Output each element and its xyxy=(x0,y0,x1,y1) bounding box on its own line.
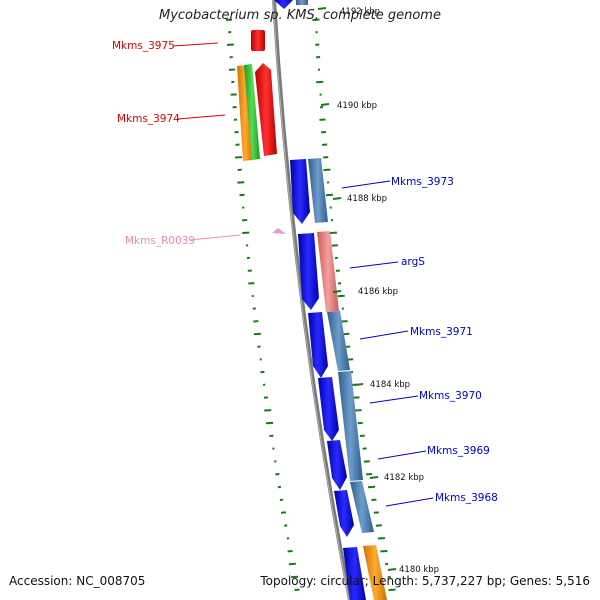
scale-ticks xyxy=(317,7,397,571)
feature-mkms-3968-steel xyxy=(350,481,374,533)
feature-args-rna xyxy=(317,231,339,312)
feature-mkms-3974-green xyxy=(244,64,260,160)
feature-mkms-3968 xyxy=(334,490,354,537)
feature-mkms-3974 xyxy=(255,63,277,156)
scale-label-4190: 4190 kbp xyxy=(337,101,377,111)
feature-bottom-blue xyxy=(343,547,366,600)
feature-mkms-3973 xyxy=(290,159,310,224)
gene-label-mkms-3974: Mkms_3974 xyxy=(117,113,180,125)
gene-label-mkms-3971: Mkms_3971 xyxy=(410,326,473,338)
gene-label-mkms-r0039: Mkms_R0039 xyxy=(125,235,195,247)
feature-mkms-3971 xyxy=(308,312,328,378)
scale-label-4188: 4188 kbp xyxy=(347,194,387,204)
feature-args xyxy=(298,233,319,310)
gene-label-mkms-3973: Mkms_3973 xyxy=(391,176,454,188)
feature-top-blue xyxy=(274,0,293,9)
gene-label-mkms-3975: Mkms_3975 xyxy=(112,40,175,52)
leader-lines xyxy=(172,42,434,507)
map-title: Mycobacterium sp. KMS, complete genome xyxy=(159,8,441,23)
feature-mkms-3969 xyxy=(327,440,347,490)
scale-label-4180: 4180 kbp xyxy=(399,565,439,575)
scale-label-4192: 4192 kbp xyxy=(340,7,380,17)
feature-mkms-3974-orange xyxy=(237,65,253,161)
feature-mkms-3970 xyxy=(318,377,339,441)
accession-label: Accession: NC_008705 xyxy=(9,574,146,588)
scale-label-4184: 4184 kbp xyxy=(370,380,410,390)
gene-label-args: argS xyxy=(401,256,425,268)
genome-backbone-highlight xyxy=(272,0,350,600)
gene-label-mkms-3970: Mkms_3970 xyxy=(419,390,482,402)
scale-label-4182: 4182 kbp xyxy=(384,473,424,483)
outer-gc-track xyxy=(312,18,396,591)
feature-mkms-3971-steel xyxy=(327,311,350,371)
feature-mkms-3975 xyxy=(251,30,265,51)
feature-mkms-3973-steel xyxy=(308,158,328,223)
feature-bottom-orange xyxy=(363,545,387,600)
genome-summary: Topology: circular; Length: 5,737,227 bp… xyxy=(260,574,590,588)
gene-label-mkms-3969: Mkms_3969 xyxy=(427,445,490,457)
scale-label-4186: 4186 kbp xyxy=(358,287,398,297)
gene-label-mkms-3968: Mkms_3968 xyxy=(435,492,498,504)
inner-gc-track xyxy=(225,18,300,591)
feature-top-steel xyxy=(296,0,308,5)
feature-mkms-3970-steel xyxy=(338,371,363,481)
feature-mkms-r0039 xyxy=(272,228,286,234)
genome-backbone xyxy=(272,0,352,600)
